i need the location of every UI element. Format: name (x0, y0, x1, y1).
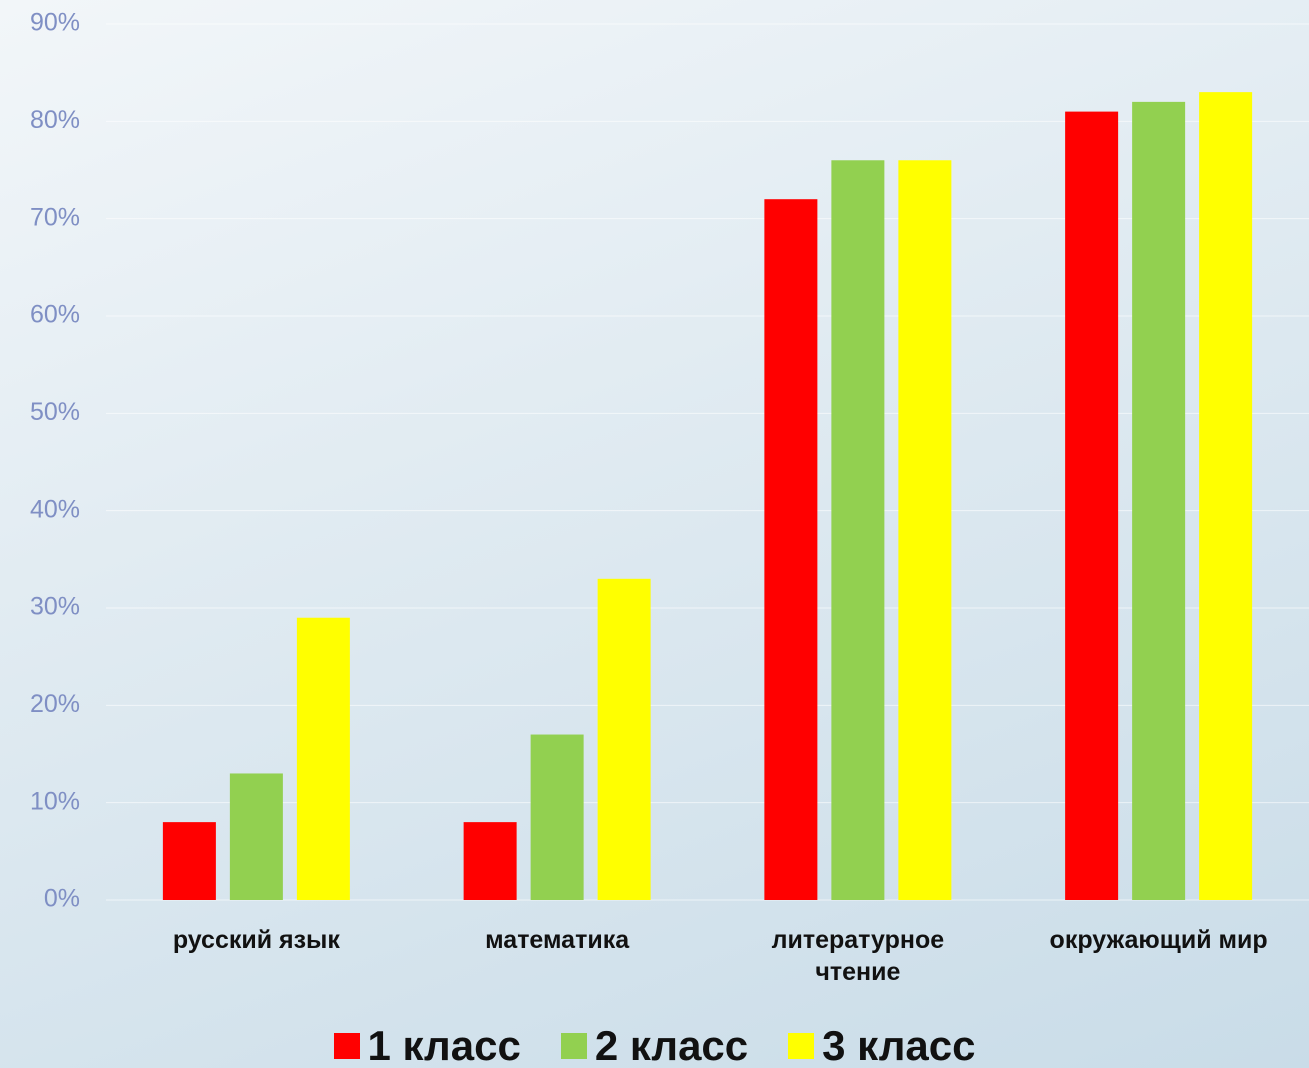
y-tick-label: 60% (30, 301, 80, 329)
bar (597, 578, 651, 900)
y-tick-label: 70% (30, 203, 80, 231)
y-tick-label: 10% (30, 787, 80, 815)
legend-swatch (333, 1033, 360, 1059)
legend-label: 2 класс (594, 1022, 749, 1068)
y-tick-label: 90% (30, 9, 80, 37)
x-tick-label: литературное чтение (771, 926, 945, 986)
x-tick-label: математика (485, 926, 630, 954)
legend-item: 3 класс (788, 1022, 975, 1068)
bar (1199, 92, 1253, 901)
y-tick-label: 50% (30, 398, 80, 426)
bar (296, 617, 350, 900)
y-tick-label: 30% (30, 593, 80, 621)
bar (1132, 101, 1186, 900)
x-tick-label: окружающий мир (1049, 926, 1268, 954)
bar (463, 822, 517, 900)
legend-item: 2 класс (560, 1022, 749, 1068)
legend-swatch (560, 1033, 587, 1059)
bar (229, 773, 283, 900)
bar (162, 822, 216, 900)
legend-label: 1 класс (367, 1022, 521, 1068)
y-tick-label: 40% (30, 495, 80, 523)
bar (831, 160, 885, 900)
y-tick-label: 20% (30, 690, 80, 718)
legend-label: 3 класс (822, 1022, 976, 1068)
x-tick-label: русский язык (172, 926, 340, 954)
bar (530, 734, 584, 900)
bar (1065, 111, 1119, 901)
legend-item: 1 класс (333, 1022, 521, 1068)
y-tick-label: 0% (44, 885, 80, 913)
legend: 1 класс 2 класс 3 класс (0, 1022, 1309, 1068)
y-tick-label: 80% (30, 106, 80, 134)
bar (898, 160, 952, 900)
legend-swatch (788, 1033, 815, 1059)
bar (764, 199, 818, 900)
